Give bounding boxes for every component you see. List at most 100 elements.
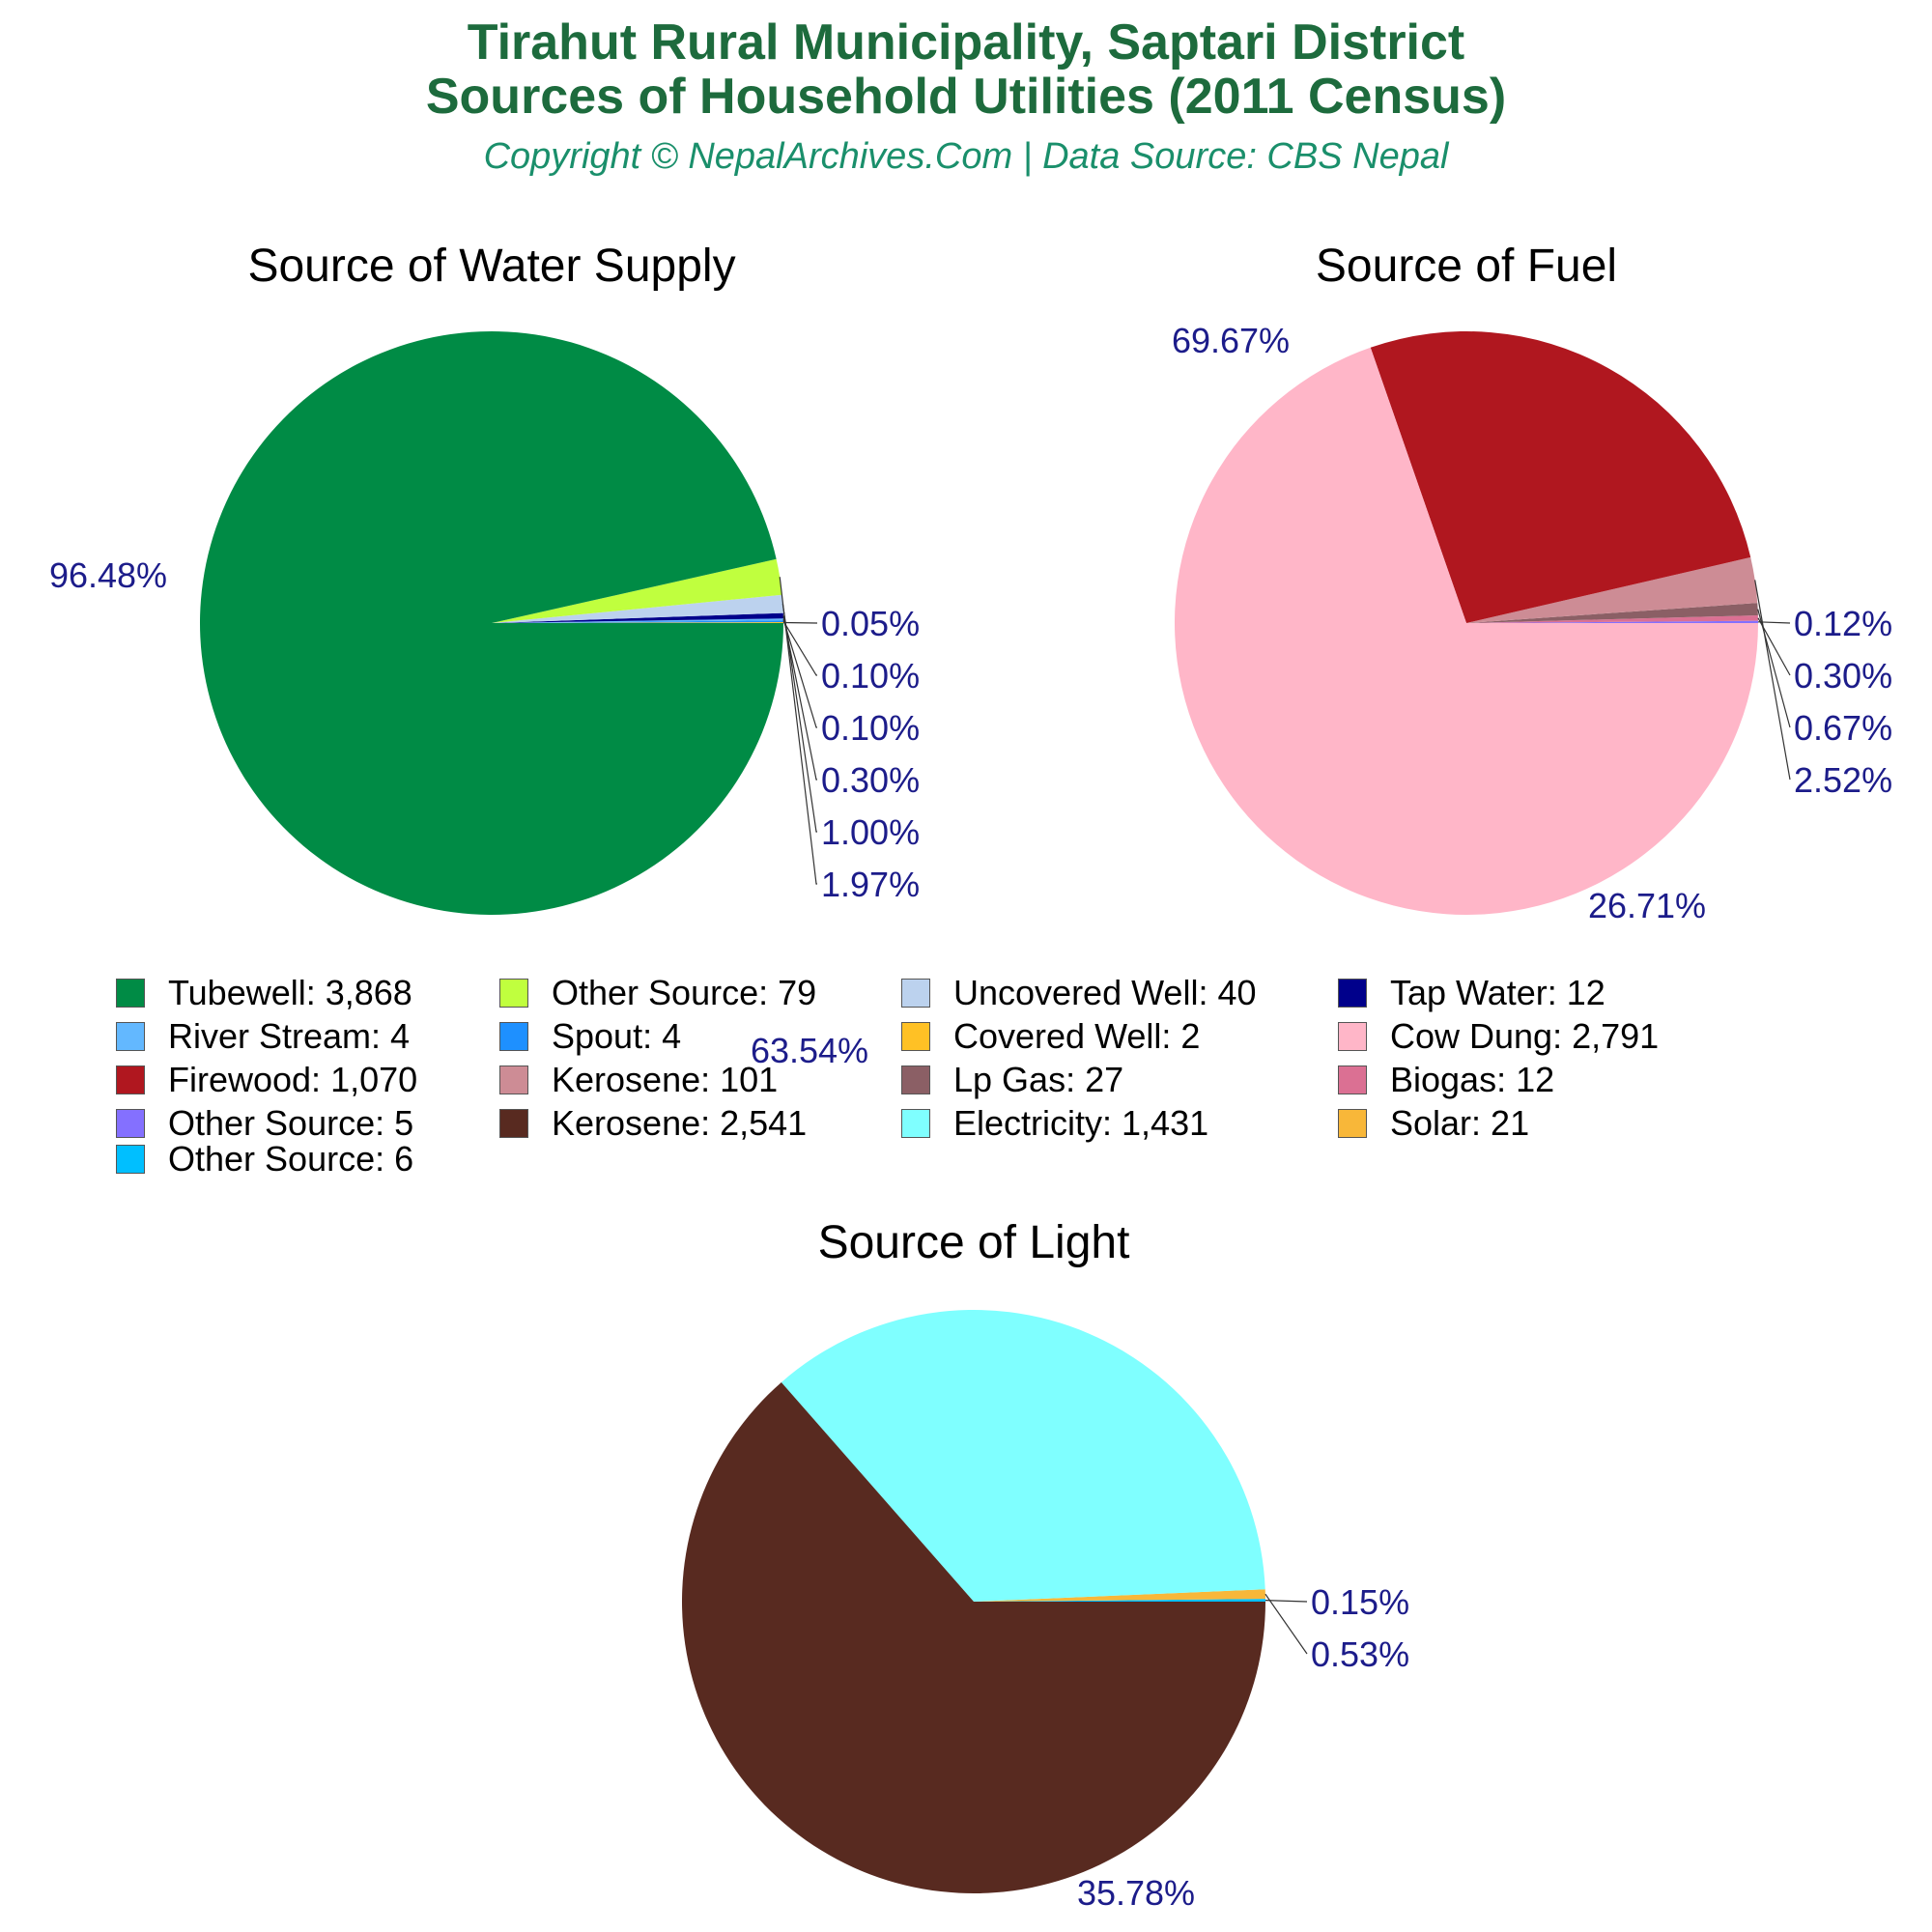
pie-slice-other-source [974,1599,1266,1602]
legend-item-uncovered-well: Uncovered Well: 40 [901,973,1257,1012]
legend-item-electricity: Electricity: 1,431 [901,1103,1209,1143]
legend-label: Spout: 4 [552,1016,682,1056]
slice-percent-label: 0.10% [821,708,920,748]
legend-swatch [901,1022,930,1051]
slice-percent-label: 35.78% [1077,1873,1195,1913]
slice-percent-label: 26.71% [1588,886,1706,925]
legend-item-kerosene: Kerosene: 101 [499,1060,779,1099]
pie-slice-other-source [492,558,782,623]
legend-swatch [901,1065,930,1094]
leader-line [1264,1600,1308,1603]
chart-header: Tirahut Rural Municipality, Saptari Dist… [0,0,1932,178]
pie-slice-lp-gas [1466,603,1758,623]
pie-slice-tap-water [492,612,783,623]
legend-label: Kerosene: 101 [552,1060,779,1099]
leader-line [782,621,817,624]
legend-item-tubewell: Tubewell: 3,868 [116,973,412,1012]
slice-percent-label: 96.48% [49,555,167,595]
slice-percent-label: 0.05% [821,604,920,643]
legend-swatch [116,1145,145,1174]
legend-label: Biogas: 12 [1390,1060,1555,1099]
legend-item-other-source: Other Source: 79 [499,973,817,1012]
slice-percent-label: 0.30% [1794,656,1892,696]
legend-swatch [499,1065,528,1094]
legend-label: Kerosene: 2,541 [552,1103,808,1143]
legend-item-other-source: Other Source: 5 [116,1103,414,1143]
legend-swatch [116,979,145,1008]
legend-swatch [116,1109,145,1138]
pie-slice-biogas [1466,614,1758,623]
legend-swatch [116,1065,145,1094]
legend-label: Electricity: 1,431 [953,1103,1209,1143]
slice-percent-label: 63.54% [751,1031,868,1070]
legend-label: Cow Dung: 2,791 [1390,1016,1660,1056]
legend-label: Firewood: 1,070 [168,1060,418,1099]
legend-label: Other Source: 79 [552,973,817,1012]
pie-slice-tubewell [200,330,784,915]
legend-label: Other Source: 5 [168,1103,414,1143]
slice-percent-label: 0.15% [1311,1582,1409,1622]
legend-swatch [901,979,930,1008]
legend-item-spout: Spout: 4 [499,1016,682,1056]
pie-slice-electricity [781,1309,1265,1602]
legend-swatch [499,1022,528,1051]
pie-title: Source of Water Supply [247,241,735,292]
legend-swatch [1338,979,1367,1008]
legend-swatch [499,979,528,1008]
slice-percent-label: 0.30% [821,760,920,800]
pie-slice-solar [974,1589,1265,1602]
legend-label: Other Source: 6 [168,1139,414,1179]
pie-chart-source-of-light: Source of Light 0.15% 0.53% 63.54% 35.78% [682,1031,1409,1913]
pie-slice-spout [492,620,783,623]
pie-chart-source-of-water-supply: Source of Water Supply 0.05% 0.10% 0.10% 0.3… [49,241,920,915]
chart-subtitle: Copyright © NepalArchives.Com | Data Sou… [483,136,1449,177]
legend-swatch [1338,1065,1367,1094]
slice-percent-label: 0.12% [1794,604,1892,643]
pie-slice-kerosene [1466,556,1758,623]
pie-slice-river-stream [492,618,783,623]
leader-line [1264,1593,1308,1655]
pie-title: Source of Fuel [1316,241,1617,292]
slice-percent-label: 1.97% [821,865,920,904]
slice-percent-label: 0.67% [1794,708,1892,748]
legend-item-solar: Solar: 21 [1338,1103,1530,1143]
leader-line [782,615,817,781]
legend-label: Lp Gas: 27 [953,1060,1124,1099]
legend-label: River Stream: 4 [168,1016,411,1056]
slice-percent-label: 0.53% [1311,1634,1409,1674]
legend-item-covered-well: Covered Well: 2 [901,1016,1201,1056]
chart-title-line-2: Sources of Household Utilities (2011 Cen… [425,69,1507,125]
leader-line [782,619,817,728]
legend-item-firewood: Firewood: 1,070 [116,1060,418,1099]
legend-item-kerosene: Kerosene: 2,541 [499,1103,808,1143]
pie-slice-firewood [1370,330,1751,623]
leader-line [1754,580,1791,781]
leader-line [779,577,817,885]
slice-percent-label: 1.00% [821,812,920,852]
leader-line [1757,621,1791,624]
legend-label: Solar: 21 [1390,1103,1530,1143]
legend-label: Uncovered Well: 40 [953,973,1257,1012]
pie-slice-other-source [1466,620,1758,623]
legend-item-tap-water: Tap Water: 12 [1338,973,1605,1012]
legend-item-lp-gas: Lp Gas: 27 [901,1060,1124,1099]
legend-item-cow-dung: Cow Dung: 2,791 [1338,1016,1660,1056]
slice-percent-label: 0.10% [821,656,920,696]
slice-percent-label: 2.52% [1794,760,1892,800]
legend-swatch [116,1022,145,1051]
legend-label: Covered Well: 2 [953,1016,1201,1056]
legend-item-other-source: Other Source: 6 [116,1139,414,1179]
pie-slice-kerosene [682,1381,1265,1893]
chart-title-line-1: Tirahut Rural Municipality, Saptari Dist… [467,14,1465,71]
legend-swatch [1338,1109,1367,1138]
leader-line [782,620,817,676]
legend-swatch [499,1109,528,1138]
legend-swatch [1338,1022,1367,1051]
leader-line [781,604,817,833]
legend-item-biogas: Biogas: 12 [1338,1060,1555,1099]
legend-item-river-stream: River Stream: 4 [116,1016,411,1056]
legend-label: Tap Water: 12 [1390,973,1605,1012]
legend-swatch [901,1109,930,1138]
pie-slice-uncovered-well [492,594,783,623]
